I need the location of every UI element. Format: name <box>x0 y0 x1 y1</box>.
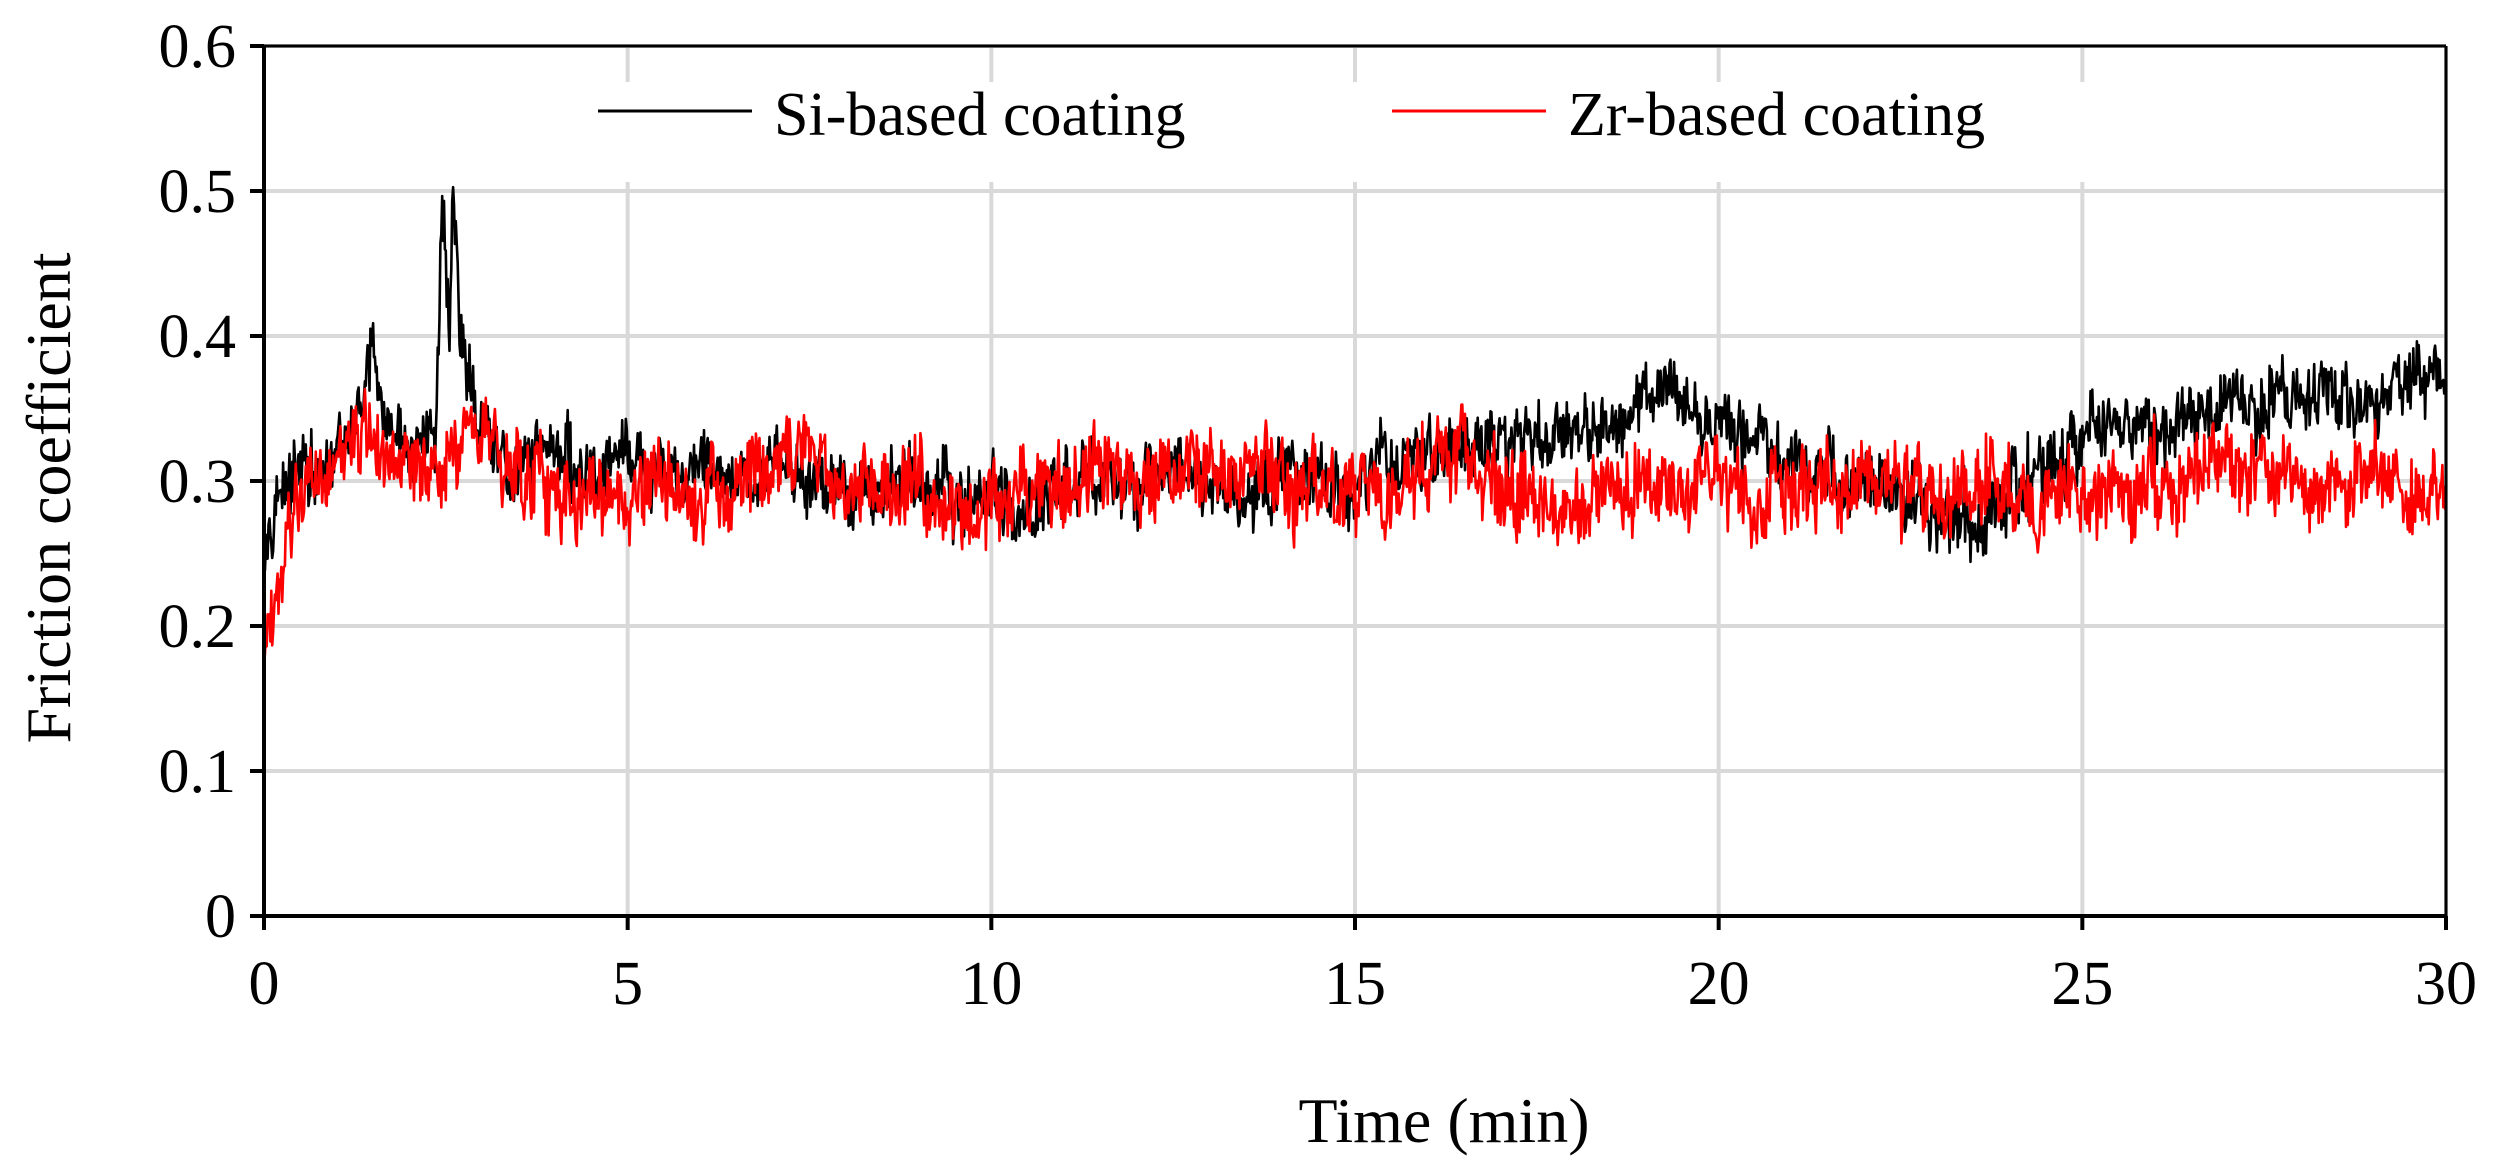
legend-label-si: Si-based coating <box>774 81 1186 149</box>
series-line-zr <box>262 387 2448 657</box>
y-tick-label: 0.1 <box>159 738 237 806</box>
axes <box>250 44 2448 930</box>
x-tick-label: 20 <box>1688 950 1750 1018</box>
y-tick-label: 0.5 <box>159 158 237 226</box>
legend: Si-based coating Zr-based coating <box>592 81 2096 182</box>
y-tick-label: 0 <box>205 883 236 951</box>
gridlines <box>264 44 2448 916</box>
x-tick-label: 30 <box>2415 950 2477 1018</box>
y-tick-label: 0.3 <box>159 448 237 516</box>
y-tick-label: 0.6 <box>159 13 237 81</box>
x-tick-label: 25 <box>2051 950 2113 1018</box>
y-tick-label: 0.2 <box>159 593 237 661</box>
x-tick-label: 5 <box>612 950 643 1018</box>
series-layer <box>262 185 2448 657</box>
x-tick-label: 15 <box>1324 950 1386 1018</box>
legend-label-zr: Zr-based coating <box>1568 81 1985 149</box>
x-tick-label: 0 <box>249 950 280 1018</box>
x-tick-label: 10 <box>960 950 1022 1018</box>
tick-labels: 0 5 10 15 20 25 30 0 0.1 0.2 0.3 0.4 0.5 0.6 <box>159 13 2478 1018</box>
y-tick-label: 0.4 <box>159 303 237 371</box>
x-axis-title: Time (min) <box>1299 1085 1590 1156</box>
y-axis-title: Friction coefficient <box>13 252 84 743</box>
